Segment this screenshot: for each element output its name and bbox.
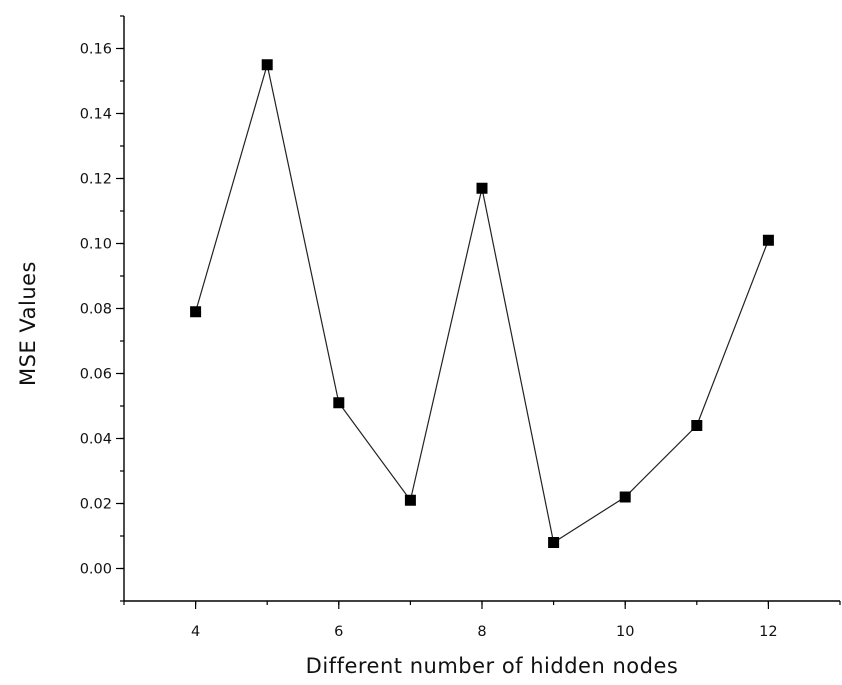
y-tick-label: 0.02 xyxy=(80,497,112,513)
data-point xyxy=(404,494,416,506)
data-point xyxy=(190,306,202,318)
y-tick-label: 0.04 xyxy=(80,432,112,448)
y-tick-label: 0.14 xyxy=(80,107,112,123)
y-tick-label: 0.12 xyxy=(80,172,112,188)
y-axis-title: MSE Values xyxy=(16,261,40,386)
data-point xyxy=(619,491,631,503)
x-tick-label: 10 xyxy=(616,624,634,640)
data-point xyxy=(548,537,560,548)
data-point xyxy=(476,182,488,194)
series xyxy=(190,59,774,548)
x-tick-label: 8 xyxy=(477,624,486,640)
y-tick-label: 0.08 xyxy=(80,302,112,318)
x-ticks: 4 6 8 10 12 xyxy=(123,601,841,640)
data-point xyxy=(333,397,345,409)
axes xyxy=(123,16,840,602)
x-tick-label: 12 xyxy=(759,624,777,640)
x-tick-label: 6 xyxy=(334,624,343,640)
data-point xyxy=(691,420,703,431)
data-point xyxy=(762,234,774,246)
y-tick-label: 0.10 xyxy=(80,237,112,253)
series-line xyxy=(195,64,769,544)
y-tick-label: 0.16 xyxy=(80,42,112,58)
x-axis-title: Different number of hidden nodes xyxy=(306,654,679,678)
y-tick-label: 0.06 xyxy=(80,367,112,383)
x-tick-label: 4 xyxy=(191,624,200,640)
y-ticks: 0.00 0.02 0.04 0.06 0.08 0.10 0.12 0.14 0.16 xyxy=(80,15,124,602)
y-tick-label: 0.00 xyxy=(80,562,112,578)
data-point xyxy=(261,59,273,71)
